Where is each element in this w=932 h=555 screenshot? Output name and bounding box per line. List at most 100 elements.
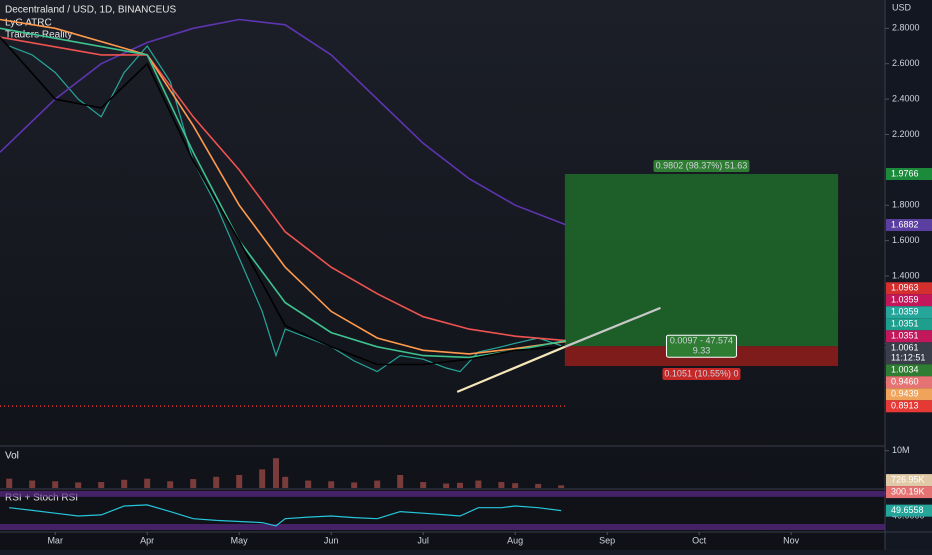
y-tick-label: 2.8000 [892, 23, 920, 33]
bar-countdown: 11:12:51 [891, 353, 925, 363]
x-tick-label: May [231, 535, 249, 545]
price-axis-bg [885, 0, 932, 550]
x-tick-label: Jun [324, 535, 339, 545]
x-tick-label: Oct [692, 535, 707, 545]
ma-line [0, 27, 566, 359]
volume-bar [282, 476, 289, 488]
ma-line [0, 36, 566, 342]
y-tick-label: 2.6000 [892, 58, 920, 68]
rsi-band [0, 490, 885, 497]
y-tick-label: 1.6000 [892, 235, 920, 245]
ma-line [0, 36, 566, 366]
volume-bar [236, 474, 243, 488]
price-tag-label: 1.6882 [891, 219, 919, 229]
price-tag-label: 1.0351 [891, 319, 919, 329]
price-tag-label: 0.8913 [891, 401, 919, 411]
currency-label: USD [892, 2, 912, 12]
indicator-name: LyG ATRC [5, 18, 52, 29]
x-tick-label: Jul [417, 535, 429, 545]
volume-bar [52, 481, 59, 488]
price-tag [886, 376, 932, 389]
volume-bar [272, 458, 279, 488]
trend-line [564, 306, 661, 348]
price-tag-label: 0.9439 [891, 389, 919, 399]
volume-bar [475, 480, 482, 488]
x-tick-label: Mar [47, 535, 63, 545]
price-tag [886, 219, 932, 232]
volume-bar [6, 478, 13, 488]
x-tick-label: Sep [599, 535, 615, 545]
ma-line [0, 18, 567, 226]
volume-bar [443, 483, 450, 488]
volume-bar [397, 474, 404, 488]
y-tick-label: 1.8000 [892, 200, 920, 210]
price-tag-label: 1.0061 [891, 343, 919, 353]
volume-bar [498, 482, 505, 488]
target-label-bg [653, 160, 750, 173]
price-tag-label: 300.19K [891, 486, 925, 496]
price-tag-label: 726.95K [891, 474, 925, 484]
price-tag [886, 294, 932, 307]
trend-line [456, 345, 566, 393]
price-tag-label: 0.9460 [891, 377, 919, 387]
price-tag [886, 342, 932, 365]
price-tag-label: 1.0359 [891, 295, 919, 305]
price-tag [886, 318, 932, 331]
volume-bar [121, 479, 128, 488]
rsi-band [0, 524, 885, 531]
volume-bar [305, 480, 312, 488]
volume-bar [144, 478, 151, 488]
volume-bar [167, 481, 174, 488]
entry-label-bg [665, 334, 737, 358]
y-tick-label: 10M [892, 445, 910, 455]
x-tick-label: Aug [507, 535, 523, 545]
price-tag [886, 330, 932, 343]
volume-bar [351, 482, 358, 488]
volume-bar [259, 469, 266, 488]
volume-bar [98, 482, 105, 488]
volume-bar [558, 485, 565, 488]
price-tag-label: 49.6558 [891, 505, 924, 515]
volume-bar [29, 480, 36, 488]
volume-label: Vol [5, 451, 19, 462]
take-profit-zone [564, 174, 839, 347]
y-tick-label: 2.4000 [892, 93, 920, 103]
stop-label: 0.1051 (10.55%) 0 [664, 368, 738, 378]
volume-bar [328, 481, 335, 488]
volume-bar [75, 482, 82, 488]
price-tag [886, 504, 932, 517]
price-tag [886, 364, 932, 377]
price-tag-label: 1.0351 [891, 331, 919, 341]
y-tick-label: 2.2000 [892, 129, 920, 139]
price-tag-label: 1.0963 [891, 283, 919, 293]
rsi-line [9, 504, 562, 527]
target-label: 0.9802 (98.37%) 51.63 [656, 160, 748, 170]
x-tick-label: Nov [783, 535, 800, 545]
volume-bar [535, 483, 542, 488]
price-tag [886, 282, 932, 295]
price-tag-label: 1.0359 [891, 307, 919, 317]
entry-label: 9.33 [693, 346, 711, 356]
price-tag [886, 388, 932, 401]
volume-bar [512, 483, 519, 488]
price-tag-label: 1.0034 [891, 365, 919, 375]
price-tag [886, 168, 932, 181]
volume-bar [456, 482, 463, 488]
volume-bar [190, 479, 197, 488]
price-tag [886, 486, 932, 499]
entry-label: 0.0097 - 47.574 [670, 336, 733, 346]
rsi-label: RSI + Stoch RSI [5, 493, 78, 504]
price-tag-label: 1.9766 [891, 168, 919, 178]
price-tag [886, 474, 932, 487]
ma-line [0, 18, 566, 355]
y-tick-label: 1.4000 [892, 270, 920, 280]
price-tag [886, 400, 932, 413]
x-tick-label: Apr [140, 535, 154, 545]
price-tag [886, 306, 932, 319]
stop-label-bg [662, 368, 741, 381]
volume-bar [420, 482, 427, 488]
symbol-title: Decentraland / USD, 1D, BINANCEUS [5, 5, 177, 16]
volume-bar [374, 480, 381, 488]
volume-bar [213, 476, 220, 488]
